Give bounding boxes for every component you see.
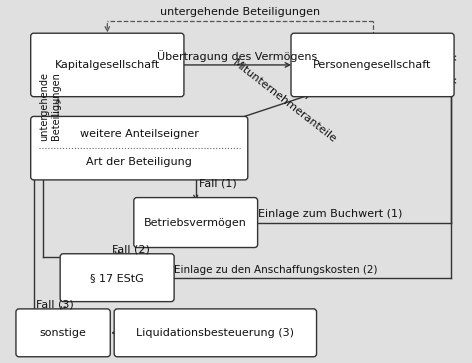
Text: Einlage zu den Anschaffungskosten (2): Einlage zu den Anschaffungskosten (2) xyxy=(174,265,378,274)
Text: Liquidationsbesteuerung (3): Liquidationsbesteuerung (3) xyxy=(136,328,295,338)
FancyBboxPatch shape xyxy=(291,33,454,97)
FancyBboxPatch shape xyxy=(114,309,317,357)
Text: Übertragung des Vermögens: Übertragung des Vermögens xyxy=(157,50,318,62)
Text: Personengesellschaft: Personengesellschaft xyxy=(313,60,432,70)
FancyBboxPatch shape xyxy=(60,254,174,302)
Text: Fall (3): Fall (3) xyxy=(35,300,73,310)
Text: untergehende Beteiligungen: untergehende Beteiligungen xyxy=(160,7,320,17)
Text: Fall (1): Fall (1) xyxy=(199,179,236,189)
Text: Kapitalgesellschaft: Kapitalgesellschaft xyxy=(55,60,160,70)
Text: § 17 EStG: § 17 EStG xyxy=(90,273,144,283)
Text: Mitunternehmeranteile: Mitunternehmeranteile xyxy=(230,58,338,145)
Text: weitere Anteilseigner: weitere Anteilseigner xyxy=(80,129,199,139)
FancyBboxPatch shape xyxy=(31,33,184,97)
Text: Einlage zum Buchwert (1): Einlage zum Buchwert (1) xyxy=(258,209,402,219)
Text: sonstige: sonstige xyxy=(40,328,86,338)
FancyBboxPatch shape xyxy=(16,309,110,357)
FancyBboxPatch shape xyxy=(134,197,258,248)
FancyBboxPatch shape xyxy=(31,117,248,180)
Text: Betriebsvermögen: Betriebsvermögen xyxy=(144,217,247,228)
Text: Fall (2): Fall (2) xyxy=(112,245,150,255)
Text: untergehende
Beteiligungen: untergehende Beteiligungen xyxy=(40,72,61,141)
Text: Art der Beteiligung: Art der Beteiligung xyxy=(86,158,192,167)
